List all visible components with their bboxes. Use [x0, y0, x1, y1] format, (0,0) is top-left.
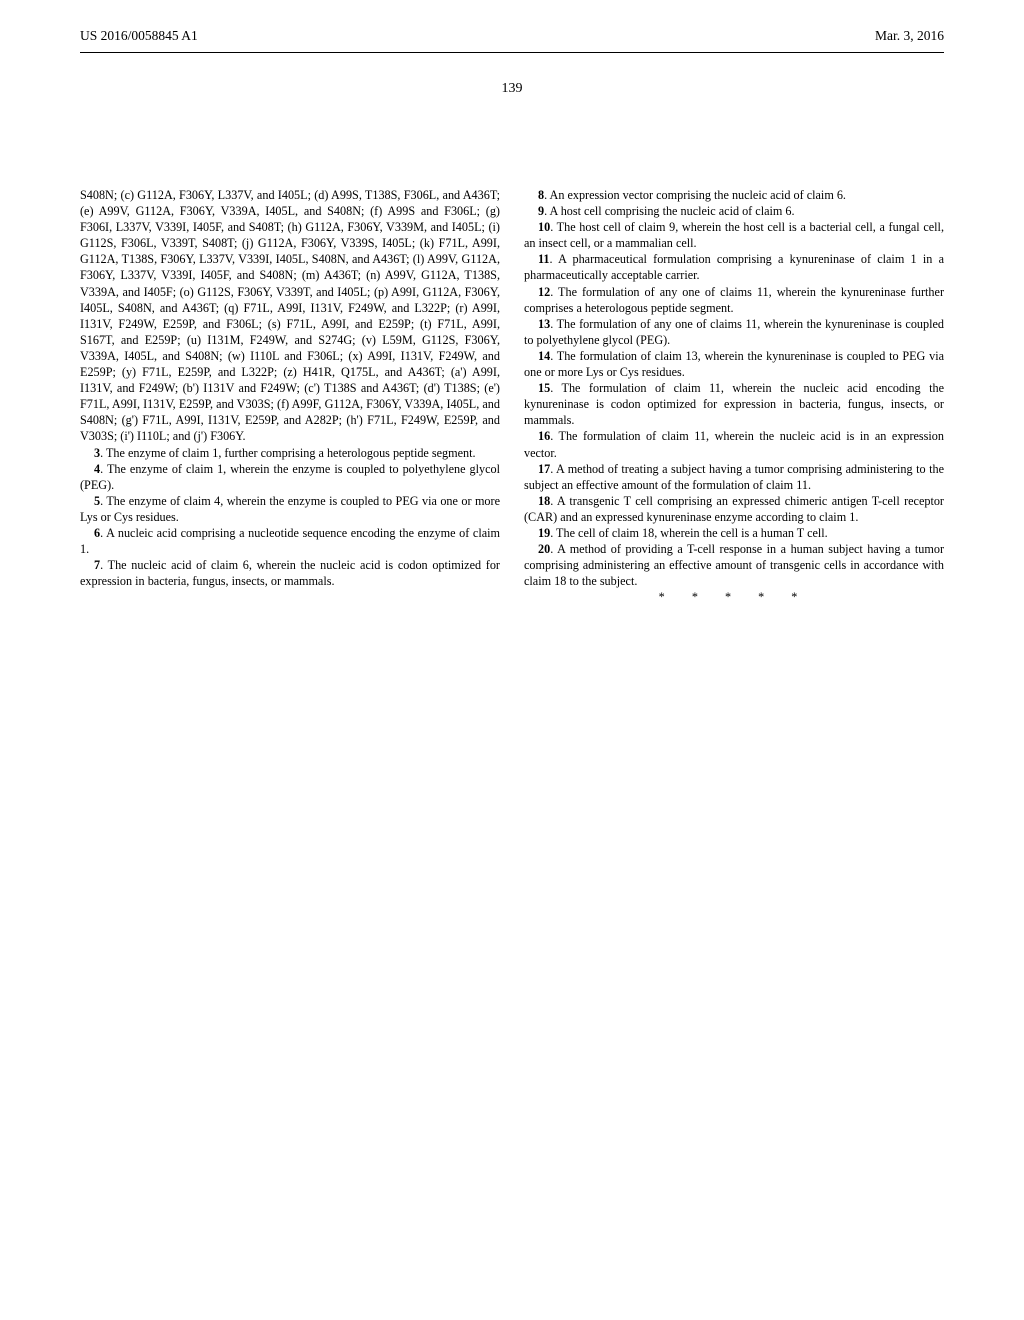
claim-14-num: 14	[538, 349, 550, 363]
claim-8-text: . An expression vector comprising the nu…	[544, 188, 846, 202]
claim-3: 3. The enzyme of claim 1, further compri…	[80, 445, 500, 461]
claim-6-text: . A nucleic acid comprising a nucleotide…	[80, 526, 500, 556]
claim-11-num: 11	[538, 252, 550, 266]
claim-9-text: . A host cell comprising the nucleic aci…	[544, 204, 794, 218]
claim-7: 7. The nucleic acid of claim 6, wherein …	[80, 557, 500, 589]
claim-19-num: 19	[538, 526, 550, 540]
left-column: S408N; (c) G112A, F306Y, L337V, and I405…	[80, 187, 500, 605]
claim-20-num: 20	[538, 542, 550, 556]
claim-16: 16. The formulation of claim 11, wherein…	[524, 428, 944, 460]
page-number: 139	[0, 81, 1024, 97]
claim-4: 4. The enzyme of claim 1, wherein the en…	[80, 461, 500, 493]
claim-17-text: . A method of treating a subject having …	[524, 462, 944, 492]
claim-13-text: . The formulation of any one of claims 1…	[524, 317, 944, 347]
claim-18-num: 18	[538, 494, 550, 508]
claim-10: 10. The host cell of claim 9, wherein th…	[524, 219, 944, 251]
publication-number: US 2016/0058845 A1	[80, 28, 198, 44]
claim-10-num: 10	[538, 220, 550, 234]
claim-20-text: . A method of providing a T-cell respons…	[524, 542, 944, 588]
claim-15: 15. The formulation of claim 11, wherein…	[524, 380, 944, 428]
claim-15-text: . The formulation of claim 11, wherein t…	[524, 381, 944, 427]
claim-17-num: 17	[538, 462, 550, 476]
claim-19-text: . The cell of claim 18, wherein the cell…	[550, 526, 828, 540]
claim-9: 9. A host cell comprising the nucleic ac…	[524, 203, 944, 219]
claim-3-text: . The enzyme of claim 1, further compris…	[100, 446, 475, 460]
claim-10-text: . The host cell of claim 9, wherein the …	[524, 220, 944, 250]
claim-4-text: . The enzyme of claim 1, wherein the enz…	[80, 462, 500, 492]
claim-12: 12. The formulation of any one of claims…	[524, 284, 944, 316]
claim-17: 17. A method of treating a subject havin…	[524, 461, 944, 493]
claim-15-num: 15	[538, 381, 550, 395]
claim-14: 14. The formulation of claim 13, wherein…	[524, 348, 944, 380]
claim-20: 20. A method of providing a T-cell respo…	[524, 541, 944, 589]
claim-5-text: . The enzyme of claim 4, wherein the enz…	[80, 494, 500, 524]
claim-16-text: . The formulation of claim 11, wherein t…	[524, 429, 944, 459]
end-asterisks: * * * * *	[524, 589, 944, 605]
claim-continuation: S408N; (c) G112A, F306Y, L337V, and I405…	[80, 187, 500, 445]
claim-12-text: . The formulation of any one of claims 1…	[524, 285, 944, 315]
header-divider	[80, 52, 944, 53]
claim-19: 19. The cell of claim 18, wherein the ce…	[524, 525, 944, 541]
publication-date: Mar. 3, 2016	[875, 28, 944, 44]
claim-14-text: . The formulation of claim 13, wherein t…	[524, 349, 944, 379]
claim-12-num: 12	[538, 285, 550, 299]
claim-13: 13. The formulation of any one of claims…	[524, 316, 944, 348]
claim-5: 5. The enzyme of claim 4, wherein the en…	[80, 493, 500, 525]
claim-16-num: 16	[538, 429, 550, 443]
claim-18-text: . A transgenic T cell comprising an expr…	[524, 494, 944, 524]
claim-7-text: . The nucleic acid of claim 6, wherein t…	[80, 558, 500, 588]
claim-11-text: . A pharmaceutical formulation comprisin…	[524, 252, 944, 282]
claim-8: 8. An expression vector comprising the n…	[524, 187, 944, 203]
page-header: US 2016/0058845 A1 Mar. 3, 2016	[0, 0, 1024, 52]
right-column: 8. An expression vector comprising the n…	[524, 187, 944, 605]
claim-13-num: 13	[538, 317, 550, 331]
claim-6: 6. A nucleic acid comprising a nucleotid…	[80, 525, 500, 557]
content-body: S408N; (c) G112A, F306Y, L337V, and I405…	[0, 187, 1024, 605]
claim-18: 18. A transgenic T cell comprising an ex…	[524, 493, 944, 525]
claim-11: 11. A pharmaceutical formulation compris…	[524, 251, 944, 283]
